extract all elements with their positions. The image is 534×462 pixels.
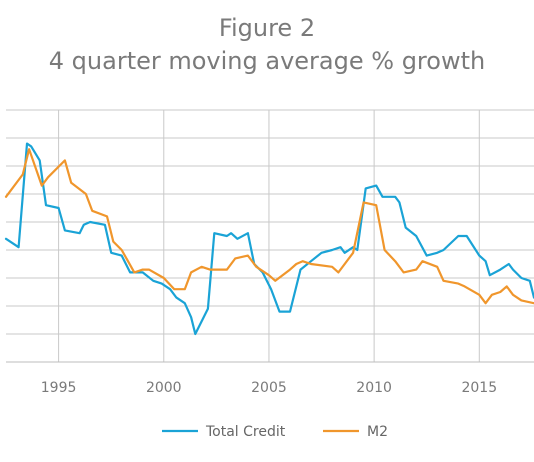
chart-title: Figure 2 xyxy=(218,14,316,42)
series-line-total-credit xyxy=(4,142,534,336)
legend-label: M2 xyxy=(367,424,388,440)
legend-label: Total Credit xyxy=(205,424,286,440)
axes xyxy=(6,110,534,363)
legend: Total Credit M2 xyxy=(162,424,388,440)
x-tick-label: 2005 xyxy=(251,380,287,396)
x-tick-label: 2000 xyxy=(146,380,182,396)
series-line-m2 xyxy=(4,148,534,305)
x-tick-labels: 1995 2000 2005 2010 2015 xyxy=(41,380,497,396)
series-lines xyxy=(4,142,534,336)
x-tick-label: 2015 xyxy=(461,380,497,396)
x-tick-label: 2010 xyxy=(356,380,392,396)
gridlines xyxy=(6,109,534,363)
chart-subtitle: 4 quarter moving average % growth xyxy=(48,47,486,75)
x-tick-label: 1995 xyxy=(41,380,77,396)
